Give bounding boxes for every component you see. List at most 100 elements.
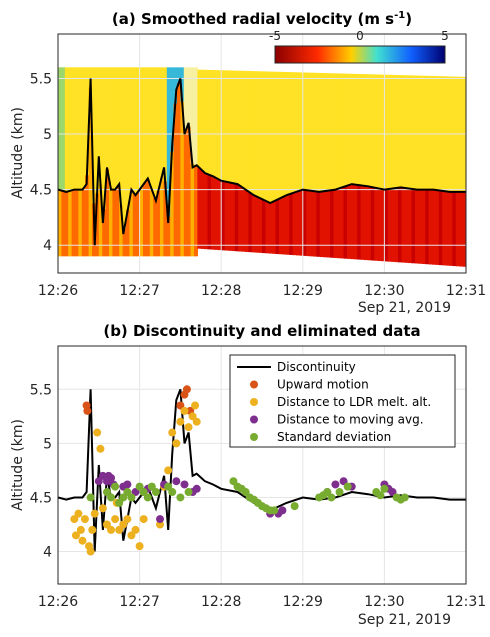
- heatmap-lower-cell: [353, 184, 358, 260]
- heatmap-lower-cell: [115, 186, 120, 257]
- heatmap-lower-cell: [251, 194, 256, 253]
- colorbar-gradient: [274, 45, 446, 64]
- heatmap-lower-cell: [160, 177, 164, 257]
- heatmap-upper-cell: [78, 67, 83, 190]
- heatmap-upper-cell: [323, 73, 328, 192]
- panel-a-y-ticks: 4 4.5 5 5.5: [30, 71, 52, 254]
- velocity-heatmap: [58, 67, 466, 267]
- heatmap-upper-cell: [183, 67, 188, 132]
- heatmap-lower-cell: [95, 193, 100, 257]
- heatmap-lower-cell: [326, 190, 331, 258]
- heatmap-lower-cell: [88, 87, 93, 257]
- colorbar: -5 0 5: [269, 29, 449, 64]
- heatmap-lower-cell: [245, 190, 249, 252]
- heatmap-lower-cell: [340, 187, 345, 259]
- data-point-series-2: [74, 509, 83, 518]
- heatmap-upper-cell: [132, 67, 137, 194]
- heatmap-upper-cell: [296, 72, 300, 192]
- heatmap-upper-cell: [432, 76, 436, 190]
- heatmap-upper-cell: [387, 74, 392, 189]
- data-point-series-4: [376, 491, 385, 500]
- heatmap-lower-cell: [432, 189, 436, 265]
- heatmap-lower-cell: [445, 191, 450, 266]
- data-point-series-4: [184, 488, 193, 497]
- heatmap-upper-cell: [153, 67, 158, 198]
- heatmap-upper-cell: [421, 75, 426, 190]
- data-point-series-4: [86, 493, 95, 502]
- heatmap-lower-cell: [231, 183, 236, 252]
- x-tick-label: 12:26: [38, 594, 78, 610]
- data-point-series-3: [156, 515, 164, 524]
- heatmap-lower-cell: [183, 131, 188, 257]
- heatmap-lower-cell: [126, 210, 130, 257]
- heatmap-upper-cell: [343, 73, 348, 187]
- heatmap-lower-cell: [408, 188, 413, 264]
- heatmap-upper-cell: [289, 72, 294, 194]
- heatmap-lower-cell: [190, 163, 195, 257]
- panel-b: (b) Discontinuity and eliminated data 12…: [10, 322, 486, 628]
- x-tick-label: 12:27: [119, 283, 159, 299]
- heatmap-upper-cell: [248, 71, 253, 193]
- heatmap-lower-cell: [428, 189, 433, 265]
- heatmap-upper-cell: [330, 73, 334, 191]
- heatmap-upper-cell: [238, 70, 243, 186]
- heatmap-upper-cell: [115, 67, 120, 187]
- heatmap-upper-cell: [350, 73, 355, 185]
- heatmap-upper-cell: [384, 74, 389, 190]
- heatmap-lower-cell: [374, 187, 379, 261]
- data-point-series-2: [172, 439, 181, 448]
- x-tick-label: 12:29: [283, 594, 323, 610]
- data-point-series-2: [135, 542, 144, 551]
- heatmap-upper-cell: [224, 70, 229, 182]
- heatmap-upper-cell: [166, 67, 171, 217]
- panel-a-x-ticks: 12:26 12:27 12:28 12:29 12:30 12:31: [38, 283, 486, 299]
- heatmap-lower-cell: [299, 190, 304, 256]
- heatmap-lower-cell: [75, 189, 79, 257]
- heatmap-lower-cell: [316, 191, 321, 257]
- heatmap-upper-cell: [336, 73, 341, 189]
- heatmap-lower-cell: [455, 191, 460, 267]
- heatmap-upper-cell: [326, 73, 331, 191]
- heatmap-upper-cell: [319, 72, 324, 192]
- heatmap-lower-cell: [105, 169, 110, 257]
- panel-a: (a) Smoothed radial velocity (m s-1) 12:…: [10, 10, 486, 316]
- heatmap-upper-cell: [401, 75, 406, 188]
- heatmap-upper-cell: [92, 67, 96, 204]
- heatmap-upper-cell: [275, 71, 280, 200]
- heatmap-upper-cell: [214, 70, 219, 178]
- heatmap-lower-cell: [132, 193, 137, 257]
- data-point-series-4: [168, 488, 177, 497]
- data-point-series-3: [278, 506, 287, 515]
- heatmap-lower-cell: [187, 126, 192, 257]
- y-tick-label: 4.5: [30, 183, 52, 199]
- heatmap-upper-cell: [207, 69, 212, 175]
- data-point-series-2: [131, 525, 140, 534]
- data-point-series-2: [98, 504, 107, 513]
- heatmap-lower-cell: [98, 184, 103, 257]
- heatmap-upper-cell: [285, 72, 290, 195]
- heatmap-lower-cell: [146, 179, 151, 257]
- data-point-series-2: [192, 417, 201, 426]
- heatmap-upper-cell: [435, 76, 440, 191]
- heatmap-upper-cell: [364, 74, 368, 186]
- colorbar-tick-min: -5: [269, 29, 281, 43]
- data-point-series-2: [88, 525, 97, 534]
- heatmap-upper-cell: [64, 67, 69, 192]
- data-point-series-2: [168, 428, 177, 437]
- heatmap-lower-cell: [197, 167, 202, 249]
- data-point-series-4: [107, 493, 116, 502]
- heatmap-lower-cell: [394, 188, 399, 263]
- legend-dot-marker: [250, 380, 258, 389]
- heatmap-lower-cell: [207, 174, 212, 250]
- heatmap-lower-cell: [411, 189, 416, 264]
- heatmap-lower-cell: [279, 197, 283, 255]
- heatmap-lower-cell: [387, 188, 392, 262]
- data-point-series-2: [176, 417, 185, 426]
- data-point-series-4: [400, 493, 409, 502]
- heatmap-upper-cell: [190, 67, 195, 164]
- heatmap-upper-cell: [68, 67, 73, 191]
- legend-dot-marker: [250, 433, 258, 441]
- heatmap-upper-cell: [163, 67, 168, 182]
- heatmap-upper-cell: [98, 67, 103, 185]
- heatmap-lower-cell: [275, 199, 280, 255]
